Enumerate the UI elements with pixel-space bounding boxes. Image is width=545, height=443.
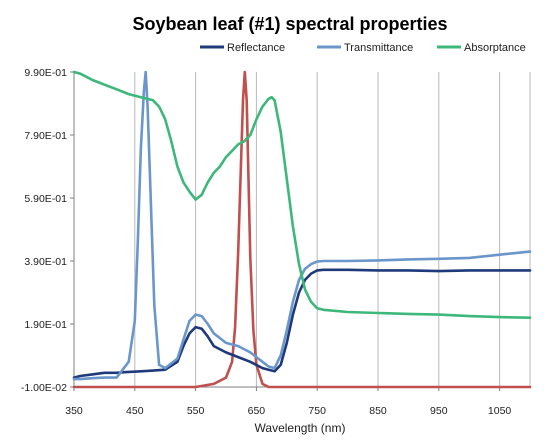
x-tick-label: 650 [248, 405, 266, 417]
x-tick-label: 850 [369, 405, 387, 417]
x-tick-label: 1050 [488, 405, 512, 417]
y-tick-label: 9.90E-01 [24, 67, 67, 79]
y-tick-label: 5.90E-01 [24, 193, 67, 205]
legend-label-reflectance: Reflectance [227, 42, 285, 54]
chart-title: Soybean leaf (#1) spectral properties [132, 14, 447, 34]
y-tick-label: 1.90E-01 [24, 319, 67, 331]
series-line-red [72, 70, 532, 389]
x-tick-label: 450 [126, 405, 144, 417]
y-tick-label: 3.90E-01 [24, 256, 67, 268]
x-tick-label: 550 [187, 405, 205, 417]
series-lines [72, 70, 532, 389]
y-tick-label: 7.90E-01 [24, 130, 67, 142]
y-tick-labels: -1.00E-02 1.90E-01 3.90E-01 5.90E-01 7.90E-0… [21, 67, 67, 394]
series-line-reflectance [72, 268, 532, 379]
legend-label-absorptance: Absorptance [464, 42, 526, 54]
x-tick-labels: 350 450 550 650 750 850 950 1050 [65, 405, 511, 417]
legend-label-transmittance: Transmittance [344, 42, 413, 54]
x-tick-label: 750 [308, 405, 326, 417]
series-line-transmittance [72, 70, 532, 381]
series-line-absorptance [72, 70, 532, 320]
x-tick-label: 350 [65, 405, 83, 417]
y-tick-label: -1.00E-02 [21, 382, 67, 394]
x-axis-label: Wavelength (nm) [255, 421, 346, 435]
x-tick-label: 950 [430, 405, 448, 417]
legend: Reflectance Transmittance Absorptance [200, 42, 526, 54]
